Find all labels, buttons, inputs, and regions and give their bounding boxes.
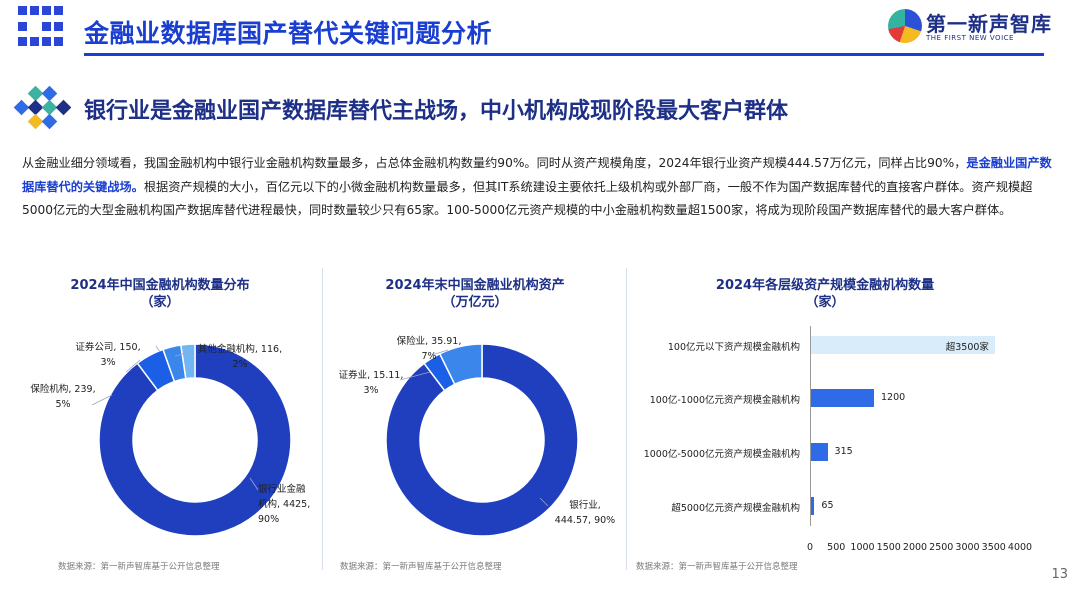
brand-logo: 第一新声智库 THE FIRST NEW VOICE: [888, 6, 1068, 46]
chart3-value-label-3: 65: [821, 500, 834, 511]
chart1-label-securities-2: 3%: [100, 357, 116, 368]
chart1-label-other-2: 2%: [232, 359, 248, 370]
chart3-tick-4: 2000: [902, 542, 928, 553]
chart1-label-insurance: 保险机构, 239, 5%: [22, 382, 104, 412]
leader-line-0: [249, 477, 259, 491]
leader-line-2: [91, 394, 113, 406]
intro-highlight: 是金融业国产数据库替代的关键战场。: [22, 156, 1052, 194]
column-divider: [626, 268, 627, 570]
leader-line-1: [125, 359, 141, 373]
chart1-source: 数据来源：第一新声智库基于公开信息整理: [58, 562, 220, 572]
leader-line-6: [399, 371, 431, 381]
title-underline: [84, 53, 1044, 56]
chart3-value-label-0: 超3500家: [945, 342, 989, 353]
chart2-slice-2: [438, 343, 483, 386]
chart3-tick-3: 1500: [876, 542, 901, 553]
chart2-label-insurance-2: 7%: [421, 351, 437, 362]
chart3-tick-5: 2500: [929, 542, 954, 553]
leader-line-4: [174, 351, 191, 357]
chart1-label-insurance-1: 保险机构, 239,: [30, 384, 96, 395]
chart3-bar-3: [811, 497, 815, 515]
chart1-label-insurance-2: 5%: [55, 399, 71, 410]
leader-line-3: [155, 345, 161, 353]
chart3-bar-0: [811, 336, 995, 354]
chart3-source: 数据来源：第一新声智库基于公开信息整理: [636, 562, 798, 572]
chart3-tick-8: 4000: [1007, 542, 1033, 553]
chart3-tick-2: 1000: [850, 542, 875, 553]
chart3-category-label-3: 超5000亿元资产规模金融机构: [671, 503, 800, 514]
chart3-tick-0: 0: [806, 542, 814, 553]
page-number: 13: [1051, 567, 1068, 582]
chart3-subtitle: （家）: [805, 295, 845, 310]
chart2-label-insurance-1: 保险业, 35.91,: [396, 336, 462, 347]
section-heading: 银行业是金融业国产数据库替代主战场，中小机构成现阶段最大客户群体: [84, 99, 789, 124]
chart3-bar-1: [811, 389, 874, 407]
chart2-label-bank-1: 银行业,: [569, 500, 601, 511]
chart1-title-text: 2024年中国金融机构数量分布: [70, 278, 250, 293]
chart2-label-securities-2: 3%: [363, 385, 379, 396]
chart3-value-label-2: 315: [834, 446, 853, 457]
chart2-label-securities: 证券业, 15.11, 3%: [334, 368, 408, 398]
chart3-axis-line: [810, 326, 811, 526]
chart3-category-label-0: 100亿元以下资产规模金融机构: [667, 342, 800, 353]
chart3-category-label-1: 100亿-1000亿元资产规模金融机构: [649, 395, 800, 406]
chart1-label-bank-2: 机构, 4425,: [258, 499, 311, 510]
chart1-title: 2024年中国金融机构数量分布 （家）: [30, 277, 290, 311]
chart2-title-text: 2024年末中国金融业机构资产: [385, 278, 565, 293]
chart3-title-text: 2024年各层级资产规模金融机构数量: [715, 278, 935, 293]
logo-icon: [888, 9, 922, 43]
intro-paragraph: 从金融业细分领域看，我国金融机构中银行业金融机构数量最多，占总体金融机构数量约9…: [22, 152, 1062, 223]
chart2-label-insurance: 保险业, 35.91, 7%: [394, 334, 464, 364]
chart1-label-other: 其他金融机构, 116, 2%: [190, 342, 290, 372]
chart1-label-securities-1: 证券公司, 150,: [75, 342, 141, 353]
chart1-label-other-1: 其他金融机构, 116,: [197, 344, 283, 355]
chart2-source: 数据来源：第一新声智库基于公开信息整理: [340, 562, 502, 572]
chart3-tick-1: 500: [827, 542, 846, 553]
chart3-tick-6: 3000: [955, 542, 980, 553]
column-divider: [322, 268, 323, 570]
chart3-bar-2: [811, 443, 828, 461]
chart2-title: 2024年末中国金融业机构资产 （万亿元）: [345, 277, 605, 311]
chart1-subtitle: （家）: [140, 295, 180, 310]
chart1-label-bank: 银行业金融 机构, 4425, 90%: [258, 482, 310, 527]
corner-decoration: [18, 6, 64, 50]
chart1-label-bank-1: 银行业金融: [258, 484, 306, 495]
logo-text: 第一新声智库: [926, 12, 1052, 36]
chart2-subtitle: （万亿元）: [442, 295, 508, 310]
chart1-slice-3: [180, 343, 196, 380]
leader-line-5: [539, 497, 549, 507]
leader-line-7: [431, 349, 449, 356]
chart1-label-securities: 证券公司, 150, 3%: [68, 340, 148, 370]
chart3-tick-7: 3500: [981, 542, 1006, 553]
chart3-category-label-2: 1000亿-5000亿元资产规模金融机构: [643, 449, 800, 460]
chart3-value-label-1: 1200: [881, 392, 906, 403]
intro-text-2: 根据资产规模的大小，百亿元以下的小微金融机构数量最多，但其IT系统建设主要依托上…: [22, 179, 1033, 218]
chart2-slice-0: [385, 343, 579, 537]
chart2-label-bank: 银行业, 444.57, 90%: [550, 498, 620, 528]
chart3-title: 2024年各层级资产规模金融机构数量 （家）: [700, 277, 950, 311]
chart1-label-bank-3: 90%: [258, 514, 280, 525]
chart2-label-bank-2: 444.57, 90%: [554, 515, 616, 526]
chart2-label-securities-1: 证券业, 15.11,: [338, 370, 404, 381]
chart1-slice-0: [98, 343, 292, 537]
intro-text-1: 从金融业细分领域看，我国金融机构中银行业金融机构数量最多，占总体金融机构数量约9…: [22, 156, 967, 170]
page-title: 金融业数据库国产替代关键问题分析: [84, 19, 493, 48]
logo-subtext: THE FIRST NEW VOICE: [926, 34, 1014, 42]
